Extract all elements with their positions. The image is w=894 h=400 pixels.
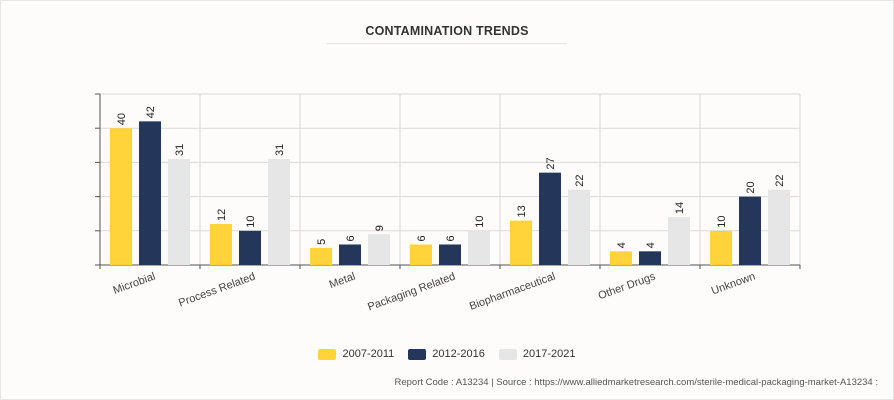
data-label: 6 bbox=[445, 235, 457, 241]
bar-microbial-2017-2021 bbox=[168, 158, 190, 265]
bar-metal-2017-2021 bbox=[368, 234, 390, 265]
bar-microbial-2007-2011 bbox=[110, 128, 132, 265]
bar-packaging-related-2017-2021 bbox=[468, 230, 490, 265]
bar-process-related-2007-2011 bbox=[210, 223, 232, 265]
bar-metal-2007-2011 bbox=[310, 247, 332, 265]
data-label: 6 bbox=[345, 235, 357, 241]
data-label: 27 bbox=[545, 157, 557, 169]
data-label: 9 bbox=[374, 225, 386, 231]
data-label: 12 bbox=[216, 209, 228, 221]
data-label: 22 bbox=[774, 175, 786, 187]
legend-item-series-3[interactable]: 2017-2021 bbox=[498, 348, 576, 360]
legend-label-series-1: 2007-2011 bbox=[342, 348, 395, 360]
data-label: 4 bbox=[645, 242, 657, 248]
data-label: 31 bbox=[174, 144, 186, 156]
x-tick-label: Unknown bbox=[710, 271, 757, 298]
bar-unknown-2007-2011 bbox=[710, 230, 732, 265]
data-label: 31 bbox=[274, 144, 286, 156]
data-label: 4 bbox=[616, 242, 628, 248]
bar-packaging-related-2012-2016 bbox=[439, 244, 461, 265]
bar-process-related-2017-2021 bbox=[268, 158, 290, 265]
legend-swatch-series-1 bbox=[318, 348, 337, 360]
legend-label-series-3: 2017-2021 bbox=[522, 348, 576, 360]
data-label: 42 bbox=[145, 106, 157, 118]
x-tick-label: Metal bbox=[328, 271, 357, 291]
bar-packaging-related-2007-2011 bbox=[410, 244, 432, 265]
report-source-footer: Report Code : A13234 | Source : https://… bbox=[394, 377, 879, 388]
bar-metal-2012-2016 bbox=[339, 244, 361, 265]
chart-title: CONTAMINATION TRENDS bbox=[365, 24, 529, 38]
legend-item-series-2[interactable]: 2012-2016 bbox=[408, 348, 485, 360]
x-tick-label: Other Drugs bbox=[597, 270, 658, 302]
x-tick-label: Biopharmaceutical bbox=[468, 271, 557, 313]
data-label: 20 bbox=[745, 181, 757, 193]
legend-swatch-series-2 bbox=[408, 348, 427, 360]
x-tick-label: Microbial bbox=[112, 271, 157, 297]
data-label: 22 bbox=[574, 175, 586, 187]
bar-biopharmaceutical-2017-2021 bbox=[568, 189, 590, 265]
data-label: 5 bbox=[316, 239, 328, 245]
bar-other-drugs-2012-2016 bbox=[639, 251, 661, 265]
data-label: 14 bbox=[674, 202, 686, 214]
x-tick-label: Packaging Related bbox=[366, 271, 457, 314]
x-tick-label: Process Related bbox=[177, 271, 257, 310]
legend-swatch-series-3 bbox=[498, 348, 517, 360]
chart-legend: 2007-2011 2012-2016 2017-2021 bbox=[0, 348, 894, 360]
data-label: 40 bbox=[116, 113, 128, 125]
bar-unknown-2012-2016 bbox=[739, 196, 761, 265]
bar-unknown-2017-2021 bbox=[768, 189, 790, 265]
data-label: 10 bbox=[474, 216, 486, 228]
data-label: 6 bbox=[416, 235, 428, 241]
data-label: 10 bbox=[245, 216, 257, 228]
data-label: 10 bbox=[716, 216, 728, 228]
bar-biopharmaceutical-2007-2011 bbox=[510, 220, 532, 265]
data-label: 13 bbox=[516, 205, 528, 217]
legend-label-series-2: 2012-2016 bbox=[432, 348, 485, 360]
bar-process-related-2012-2016 bbox=[239, 230, 261, 265]
bar-biopharmaceutical-2012-2016 bbox=[539, 172, 561, 265]
bar-other-drugs-2017-2021 bbox=[668, 217, 690, 265]
title-underline bbox=[327, 43, 567, 44]
legend-item-series-1[interactable]: 2007-2011 bbox=[318, 348, 394, 360]
bar-microbial-2012-2016 bbox=[139, 121, 161, 265]
bar-other-drugs-2007-2011 bbox=[610, 251, 632, 265]
